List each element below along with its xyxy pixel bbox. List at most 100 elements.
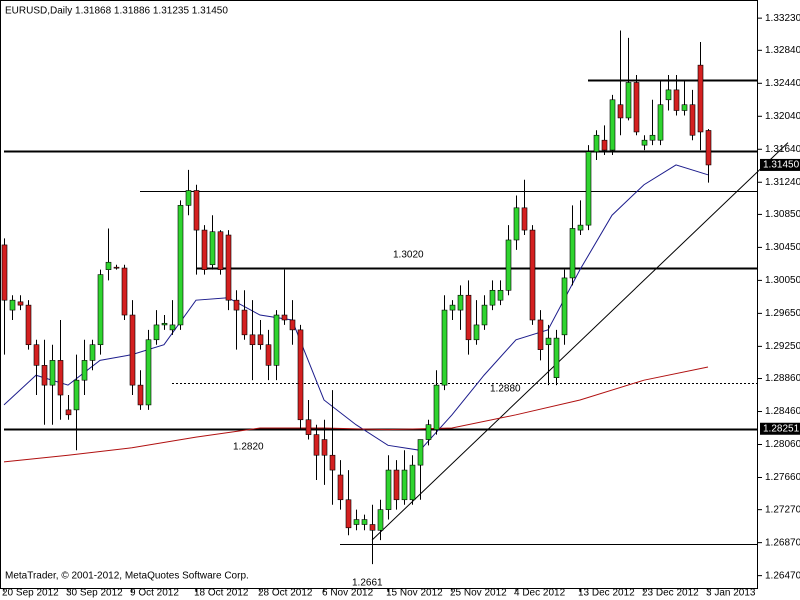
candle-body [537,319,544,350]
y-tick-label: 1.26870 [765,537,800,548]
candle-body [585,151,592,226]
candle-body [489,289,496,306]
candle-body [129,314,136,386]
candle-body [433,384,440,430]
plot-area [1,30,789,565]
candle-body [665,89,672,101]
y-tick-label: 1.30050 [765,275,800,286]
candle-body [465,294,472,341]
annotation: 1.3020 [393,250,424,261]
candle-body [641,139,648,146]
moving-average [3,164,709,451]
candle-body [281,314,288,321]
x-tick-label: 4 Dec 2012 [514,588,566,599]
candle-body [569,228,576,279]
y-tick-label: 1.29250 [765,341,800,352]
y-tick-label: 1.30450 [765,242,800,253]
candle-body [513,207,520,241]
y-tick-label: 1.31240 [765,177,800,188]
candle-body [121,267,128,316]
candle-body [345,499,352,529]
candle-body [297,329,304,421]
annotation: 1.2880 [490,384,521,395]
candle-body [193,190,200,231]
candle-body [137,384,144,406]
x-tick-label: 9 Oct 2012 [130,588,179,599]
candle-body [1,244,8,301]
candle-body [473,324,480,341]
candle-body [225,234,232,301]
candle-body [273,314,280,366]
candle-body [145,339,152,406]
candle-body [705,130,712,166]
candle-body [441,309,448,386]
candle-body [9,299,16,311]
y-tick-label: 1.29650 [765,308,800,319]
candle-body [73,379,80,411]
x-tick-label: 18 Oct 2012 [194,588,249,599]
candle-body [369,524,376,531]
price-label-box [760,422,800,435]
candle-body [681,104,688,111]
candle-body [689,104,696,136]
candle-body [457,294,464,311]
y-tick-label: 1.32440 [765,78,800,89]
candle-body [97,274,104,346]
candle-body [113,266,120,269]
candle-body [633,82,640,133]
candle-body [673,89,680,111]
candle-body [625,82,632,119]
candle-body [105,261,112,270]
annotation: 1.2661 [352,578,383,589]
candle-body [697,64,704,133]
footer: MetaTrader, © 2001-2012, MetaQuotes Soft… [5,571,249,582]
candle-body [393,469,400,501]
x-tick-label: 20 Sep 2012 [2,588,59,599]
candle-body [361,519,368,525]
candle-body [57,360,64,396]
candle-body [609,99,616,151]
candle-body [153,324,160,341]
price-label-box [760,158,800,171]
candle-body [337,474,344,501]
x-tick-label: 6 Nov 2012 [322,588,374,599]
candle-body [545,337,552,346]
x-tick-label: 3 Jan 2013 [706,588,756,599]
candle-body [241,309,248,336]
x-tick-label: 23 Dec 2012 [642,588,699,599]
candle-body [185,190,192,206]
candle-body [81,360,88,381]
candle-body [577,224,584,231]
candle-body [49,360,56,386]
y-tick-label: 1.33230 [765,13,800,24]
candle-body [409,464,416,501]
y-tick-label: 1.28860 [765,373,800,384]
candle-body [617,104,624,119]
candle-body [657,104,664,141]
x-tick-label: 13 Dec 2012 [578,588,635,599]
candle-body [321,439,328,456]
candle-body [649,134,656,141]
candle-body [209,231,216,266]
annotation: 1.2820 [233,442,264,453]
y-tick-label: 1.30850 [765,209,800,220]
trendline [371,142,789,541]
candle-body [17,301,24,306]
candle-body [289,319,296,331]
candle-body [449,304,456,311]
candle-body [497,289,504,301]
y-tick-label: 1.26470 [765,570,800,581]
candle-body [521,207,528,231]
candle-body [257,334,264,346]
candle-body [161,322,168,326]
candle-body [169,324,176,331]
candle-body [177,205,184,326]
y-tick-label: 1.28460 [765,406,800,417]
candle-body [217,231,224,270]
price-label: 1.28251 [763,423,800,434]
candle-body [89,344,96,361]
y-tick-label: 1.27270 [765,504,800,515]
y-tick-label: 1.32040 [765,111,800,122]
candle-body [481,304,488,326]
candle-body [265,344,272,366]
